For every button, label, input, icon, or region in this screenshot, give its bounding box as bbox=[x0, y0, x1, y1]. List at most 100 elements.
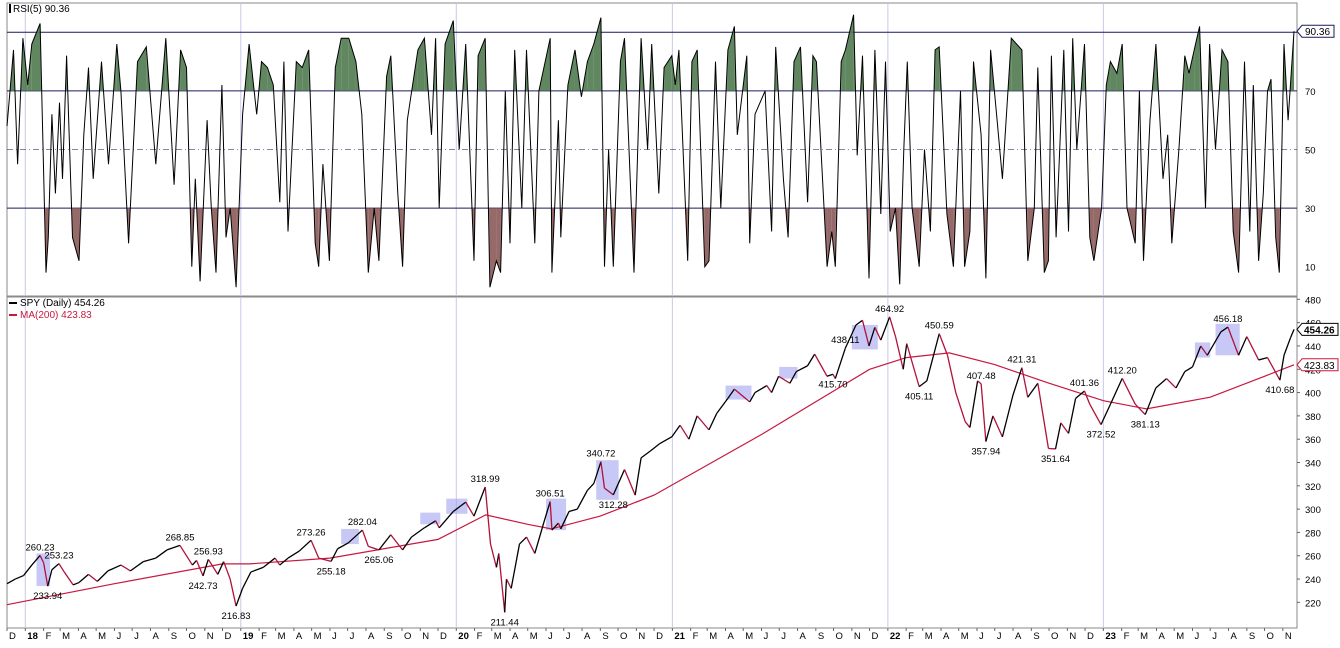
price-segment bbox=[970, 381, 978, 428]
price-tick-label: 380 bbox=[1305, 412, 1321, 423]
price-segment bbox=[121, 565, 130, 571]
price-annotation-label: 410.68 bbox=[1265, 385, 1294, 396]
price-annotations: 260.23233.94253.23268.85242.73256.93216.… bbox=[26, 304, 1295, 628]
x-tick-label: N bbox=[1069, 631, 1076, 642]
x-tick-label: M bbox=[62, 631, 70, 642]
price-segment bbox=[856, 320, 862, 325]
x-tick-label: N bbox=[854, 631, 861, 642]
price-segment bbox=[1280, 355, 1284, 380]
price-segment bbox=[635, 458, 641, 495]
price-line bbox=[7, 317, 1294, 612]
highlight-box bbox=[446, 499, 467, 514]
rsi-legend-marker bbox=[9, 4, 11, 13]
x-tick-label: O bbox=[404, 631, 411, 642]
price-annotation-label: 450.59 bbox=[925, 321, 954, 332]
price-annotation-label: 464.92 bbox=[875, 304, 904, 315]
price-segment bbox=[15, 576, 23, 579]
price-segment bbox=[1156, 379, 1167, 388]
price-segment bbox=[130, 562, 143, 571]
price-annotation-label: 438.11 bbox=[831, 335, 859, 346]
price-segment bbox=[641, 451, 650, 458]
x-tick-label: S bbox=[1033, 631, 1039, 642]
x-tick-label: J bbox=[116, 631, 121, 642]
x-tick-label: J bbox=[332, 631, 337, 642]
price-segment bbox=[88, 574, 97, 581]
price-annotation-label: 456.18 bbox=[1213, 314, 1242, 325]
x-tick-label: O bbox=[188, 631, 195, 642]
x-tick-label: J bbox=[764, 631, 769, 642]
price-segment bbox=[993, 416, 1002, 437]
price-annotation-label: 401.36 bbox=[1070, 378, 1099, 389]
price-annotation-label: 415.70 bbox=[818, 379, 847, 390]
price-segment bbox=[717, 398, 728, 413]
price-segment bbox=[97, 571, 108, 581]
price-annotation-label: 412.20 bbox=[1108, 365, 1137, 376]
price-segment bbox=[403, 537, 412, 550]
price-segment bbox=[368, 546, 379, 549]
price-tick-label: 400 bbox=[1305, 389, 1321, 400]
price-segment bbox=[1291, 329, 1295, 337]
price-segment bbox=[511, 544, 519, 588]
price-segment bbox=[956, 393, 965, 422]
price-segment bbox=[569, 509, 577, 511]
ma-legend-label: MA(200) 423.83 bbox=[20, 310, 92, 321]
price-segment bbox=[411, 528, 424, 537]
price-segment bbox=[1122, 378, 1135, 404]
x-tick-label: N bbox=[422, 631, 429, 642]
x-tick-label: D bbox=[1087, 631, 1094, 642]
x-tick-label: A bbox=[800, 631, 807, 642]
rsi-legend: RSI(5) 90.36 bbox=[9, 4, 70, 15]
x-tick-label: F bbox=[693, 631, 699, 642]
price-segment bbox=[167, 545, 180, 549]
price-segment bbox=[180, 545, 192, 565]
price-segment bbox=[1167, 379, 1176, 388]
x-tick-label: M bbox=[314, 631, 322, 642]
highlight-box bbox=[779, 367, 797, 379]
price-segment bbox=[59, 564, 64, 572]
price-annotation-label: 340.72 bbox=[586, 449, 615, 460]
price-legend: SPY (Daily) 454.26 MA(200) 423.83 bbox=[9, 298, 105, 321]
x-tick-label: M bbox=[530, 631, 538, 642]
price-segment bbox=[689, 416, 697, 439]
price-annotation-label: 233.94 bbox=[33, 591, 62, 602]
overbought-fill bbox=[1185, 56, 1189, 91]
price-segment bbox=[505, 579, 507, 612]
x-tick-label: J bbox=[548, 631, 553, 642]
price-annotation-label: 211.44 bbox=[491, 617, 519, 628]
price-segment bbox=[506, 579, 511, 588]
price-segment bbox=[362, 530, 368, 546]
x-tick-label: J bbox=[1212, 631, 1217, 642]
price-annotation-label: 372.52 bbox=[1086, 430, 1115, 441]
price-annotation-label: 318.99 bbox=[471, 474, 500, 485]
spy-last-value-badge: 454.26 bbox=[1297, 323, 1338, 336]
price-segment bbox=[659, 437, 671, 444]
price-segment bbox=[767, 386, 772, 393]
rsi-tick-label: 70 bbox=[1305, 87, 1316, 98]
price-segment bbox=[1069, 398, 1076, 433]
price-segment bbox=[1084, 391, 1089, 404]
price-segment bbox=[79, 574, 88, 582]
x-tick-label: A bbox=[1158, 631, 1165, 642]
price-segment bbox=[1056, 423, 1061, 449]
price-tick-label: 340 bbox=[1305, 459, 1321, 470]
x-tick-label: O bbox=[836, 631, 843, 642]
x-tick-label: M bbox=[98, 631, 106, 642]
x-tick-label: A bbox=[1015, 631, 1022, 642]
price-segment bbox=[73, 583, 79, 585]
price-segment bbox=[1259, 358, 1268, 360]
overbought-fill bbox=[1011, 38, 1022, 91]
price-segment bbox=[311, 540, 319, 558]
highlight-box bbox=[420, 513, 440, 525]
x-tick-label: J bbox=[134, 631, 139, 642]
price-tick-label: 480 bbox=[1305, 295, 1321, 306]
overbought-fill bbox=[620, 38, 624, 91]
price-segment bbox=[796, 366, 807, 372]
price-segment bbox=[1038, 383, 1049, 448]
price-segment bbox=[903, 344, 907, 370]
price-annotation-label: 255.18 bbox=[317, 566, 346, 577]
x-tick-label: 20 bbox=[458, 631, 469, 642]
price-annotation-label: 256.93 bbox=[194, 546, 223, 557]
price-tick-label: 260 bbox=[1305, 552, 1321, 563]
spy-legend-label: SPY (Daily) 454.26 bbox=[20, 298, 105, 309]
rsi-legend-label: RSI(5) 90.36 bbox=[13, 4, 70, 15]
